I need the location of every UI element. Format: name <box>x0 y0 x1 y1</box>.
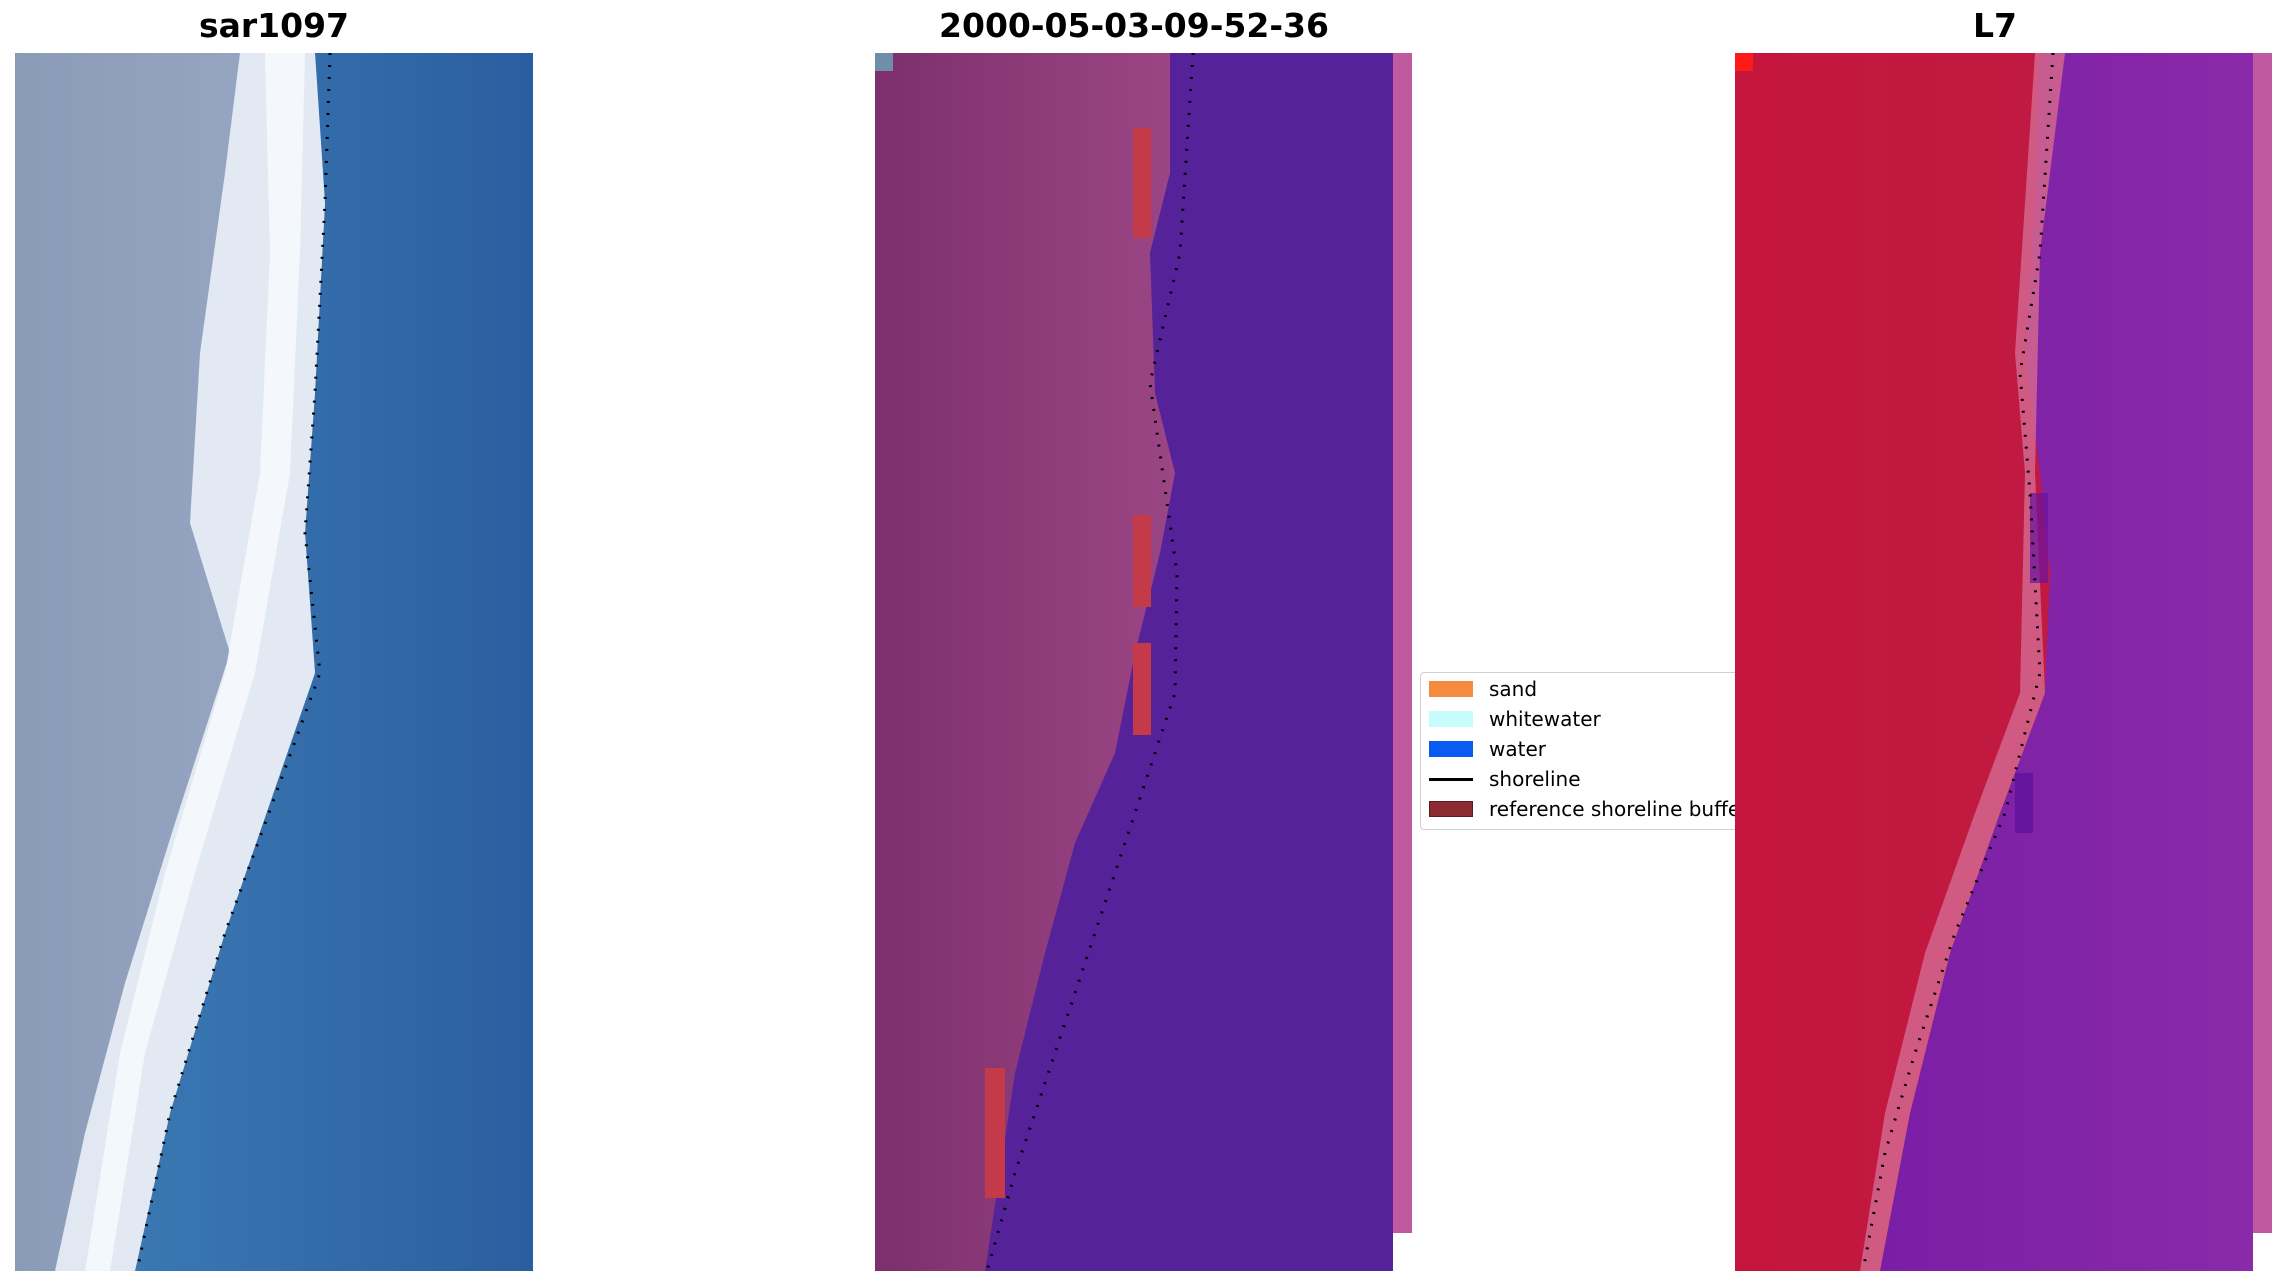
legend-item-sand: sand <box>1429 675 1537 703</box>
legend-label-sand: sand <box>1489 677 1538 701</box>
legend-label-reference-buffer: reference shoreline buffer <box>1489 797 1740 821</box>
legend: sand whitewater water shoreline referenc… <box>1420 672 1740 830</box>
legend-swatch-reference-buffer <box>1429 801 1473 817</box>
panel-title-index: L7 <box>1973 6 2017 45</box>
rgb-image <box>15 53 533 1271</box>
legend-label-whitewater: whitewater <box>1489 707 1601 731</box>
legend-label-shoreline: shoreline <box>1489 767 1581 791</box>
rgb-image-panel <box>15 53 533 1271</box>
panel-title-classification: 2000-05-03-09-52-36 <box>939 6 1329 45</box>
classification-image-panel <box>875 53 1412 1271</box>
legend-item-shoreline: shoreline <box>1429 765 1581 793</box>
panel-title-rgb: sar1097 <box>198 6 350 45</box>
legend-swatch-sand <box>1429 681 1473 697</box>
legend-label-water: water <box>1489 737 1546 761</box>
legend-item-whitewater: whitewater <box>1429 705 1601 733</box>
legend-item-reference-buffer: reference shoreline buffer <box>1429 795 1740 823</box>
index-image-panel <box>1735 53 2272 1271</box>
legend-line-shoreline <box>1429 777 1473 781</box>
legend-swatch-water <box>1429 741 1473 757</box>
legend-swatch-whitewater <box>1429 711 1473 727</box>
index-image <box>1735 53 2272 1271</box>
classification-image <box>875 53 1412 1271</box>
legend-item-water: water <box>1429 735 1546 763</box>
